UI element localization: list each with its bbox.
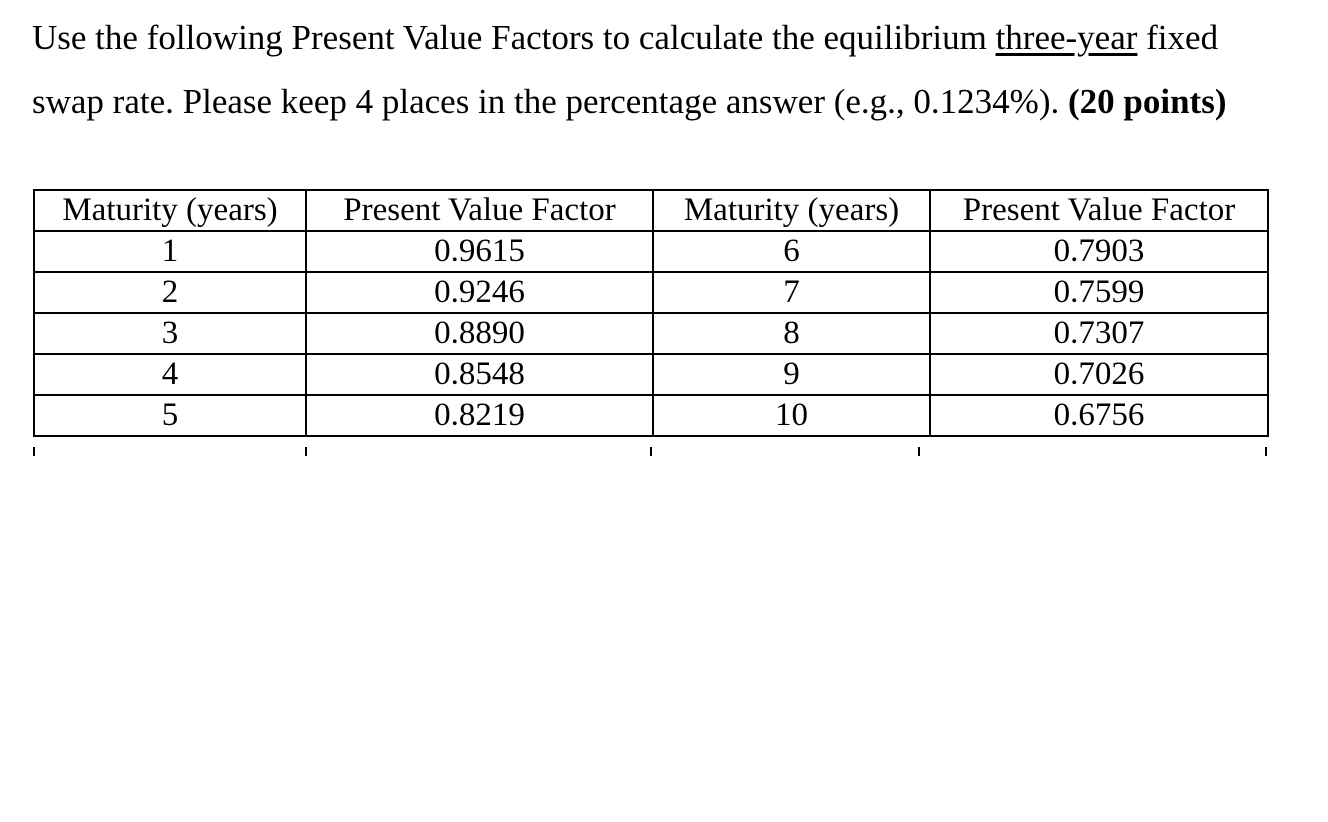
table-header-cell-0: Maturity (years) [33, 189, 307, 232]
table-row: 5 0.8219 10 0.6756 [33, 394, 1269, 437]
maturity-cell: 10 [652, 394, 931, 437]
maturity-cell: 5 [33, 394, 307, 437]
maturity-cell: 6 [652, 230, 931, 273]
pv-factor-cell: 0.9246 [305, 271, 654, 314]
pv-factor-cell: 0.6756 [929, 394, 1269, 437]
maturity-cell: 8 [652, 312, 931, 355]
table-row: 2 0.9246 7 0.7599 [33, 271, 1269, 314]
question-line-1: Use the following Present Value Factors … [32, 6, 1226, 70]
pv-factor-cell: 0.7599 [929, 271, 1269, 314]
maturity-cell: 3 [33, 312, 307, 355]
pv-factor-cell: 0.9615 [305, 230, 654, 273]
pv-factor-cell: 0.7903 [929, 230, 1269, 273]
table-header-cell-2: Maturity (years) [652, 189, 931, 232]
question-text: Use the following Present Value Factors … [32, 6, 1226, 134]
table-header-cell-3: Present Value Factor [929, 189, 1269, 232]
pv-factor-cell: 0.7026 [929, 353, 1269, 396]
text-segment-bold: (20 points) [1067, 82, 1227, 121]
question-line-2: swap rate. Please keep 4 places in the p… [32, 70, 1226, 134]
table-clipped-border-stub [1265, 447, 1267, 456]
pv-factor-cell: 0.7307 [929, 312, 1269, 355]
present-value-factor-table: Maturity (years) Present Value Factor Matu… [33, 189, 1269, 437]
table-row: 1 0.9615 6 0.7903 [33, 230, 1269, 273]
table-row: 4 0.8548 9 0.7026 [33, 353, 1269, 396]
maturity-cell: 9 [652, 353, 931, 396]
table-clipped-border-stub [305, 447, 307, 456]
table-clipped-border-stub [918, 447, 920, 456]
table-row: 3 0.8890 8 0.7307 [33, 312, 1269, 355]
table-header-cell-1: Present Value Factor [305, 189, 654, 232]
text-segment-normal: Use the following Present Value Factors … [32, 18, 996, 57]
text-segment-normal: fixed [1137, 18, 1219, 57]
maturity-cell: 1 [33, 230, 307, 273]
table-clipped-border-stub [33, 447, 35, 456]
pv-factor-cell: 0.8890 [305, 312, 654, 355]
text-segment-underline: three-year [995, 18, 1138, 57]
pv-factor-cell: 0.8219 [305, 394, 654, 437]
table-header-row: Maturity (years) Present Value Factor Matu… [33, 189, 1269, 232]
maturity-cell: 4 [33, 353, 307, 396]
pv-factor-cell: 0.8548 [305, 353, 654, 396]
maturity-cell: 2 [33, 271, 307, 314]
text-segment-normal: swap rate. Please keep 4 places in the p… [32, 82, 1068, 121]
maturity-cell: 7 [652, 271, 931, 314]
table-clipped-border-stub [650, 447, 652, 456]
